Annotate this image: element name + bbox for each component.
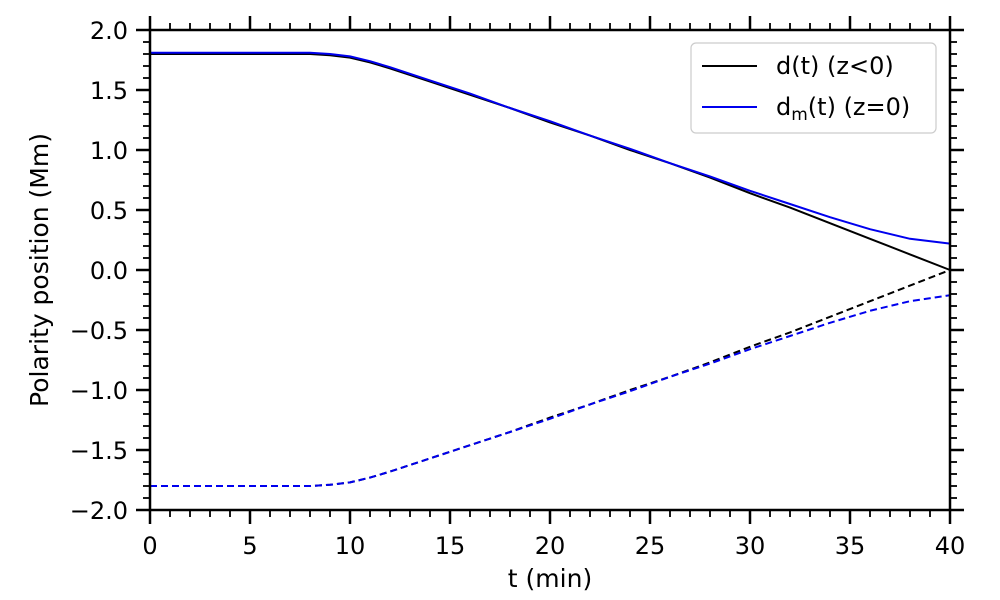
- x-tick-label: 10: [335, 532, 366, 560]
- plot-frame: [148, 28, 952, 512]
- x-tick-label: 5: [242, 532, 257, 560]
- tick-label-layer: 0 5 10 15 20 25 30 35 40 2.0 1.5 1.0 0.5 0.0 −0.5 −1.0 −…: [70, 17, 966, 560]
- x-tick-label: 25: [635, 532, 666, 560]
- y-tick-label: −2.0: [70, 497, 128, 525]
- x-tick-label: 35: [835, 532, 866, 560]
- legend-label-dm-main: d: [776, 93, 791, 121]
- series-line-3: [150, 294, 951, 487]
- y-tick-label: 0.5: [90, 197, 128, 225]
- series-line-1: [150, 51, 951, 245]
- y-tick-label: −1.5: [70, 437, 128, 465]
- series-layer: [150, 51, 951, 487]
- legend-label-dm-rest: (t) (z=0): [808, 93, 910, 121]
- y-tick-label: 1.5: [90, 77, 128, 105]
- x-tick-label: 15: [435, 532, 466, 560]
- legend-label-d: d(t) (z<0): [776, 52, 894, 80]
- y-tick-label: −1.0: [70, 377, 128, 405]
- y-tick-label: 1.0: [90, 137, 128, 165]
- x-axis-label: t (min): [508, 564, 592, 593]
- x-tick-label: 0: [142, 532, 157, 560]
- series-line-2: [150, 269, 951, 487]
- legend: d(t) (z<0) dm(t) (z=0): [690, 42, 937, 134]
- x-tick-label: 20: [535, 532, 566, 560]
- x-tick-label: 40: [935, 532, 966, 560]
- x-tick-label: 30: [735, 532, 766, 560]
- y-tick-label: 0.0: [90, 257, 128, 285]
- y-tick-label: −0.5: [70, 317, 128, 345]
- y-tick-label: 2.0: [90, 17, 128, 45]
- legend-label-dm: dm(t) (z=0): [776, 93, 910, 125]
- y-axis-label: Polarity position (Mm): [25, 133, 54, 407]
- legend-label-dm-subscript: m: [791, 105, 808, 125]
